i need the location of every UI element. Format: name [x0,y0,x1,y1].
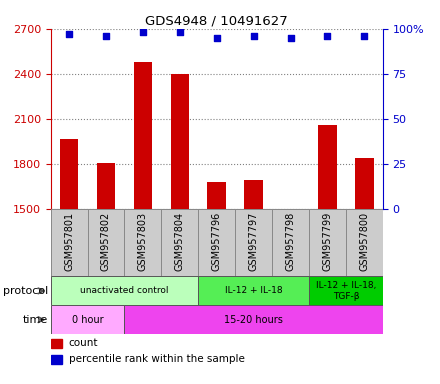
Text: IL-12 + IL-18: IL-12 + IL-18 [225,286,282,295]
Point [361,33,368,39]
Bar [125,305,383,334]
Point [139,29,147,35]
Bar [60,139,78,209]
Text: GSM957799: GSM957799 [323,212,333,271]
Bar [355,158,374,209]
Bar [88,209,125,276]
Text: 0 hour: 0 hour [72,314,103,325]
Bar [235,209,272,276]
Point [103,33,110,39]
Bar [318,125,337,209]
Text: GSM957803: GSM957803 [138,212,148,271]
Bar [272,209,309,276]
Text: GSM957800: GSM957800 [359,212,369,271]
Bar [198,209,235,276]
Point [324,33,331,39]
Text: GSM957802: GSM957802 [101,212,111,271]
Bar [97,163,115,209]
Text: IL-12 + IL-18,
TGF-β: IL-12 + IL-18, TGF-β [316,281,376,301]
Bar [171,74,189,209]
Bar [51,339,62,348]
Text: GSM957796: GSM957796 [212,212,222,271]
Text: protocol: protocol [3,286,48,296]
Bar [161,209,198,276]
Bar [198,276,309,305]
Bar [51,209,88,276]
Bar [51,305,125,334]
Text: GSM957801: GSM957801 [64,212,74,271]
Bar [51,276,198,305]
Text: GSM957797: GSM957797 [249,212,259,271]
Text: GSM957798: GSM957798 [286,212,296,271]
Text: unactivated control: unactivated control [80,286,169,295]
Bar [134,62,152,209]
Bar [346,209,383,276]
Text: 15-20 hours: 15-20 hours [224,314,283,325]
Point [213,35,220,41]
Point [287,35,294,41]
Point [250,33,257,39]
Bar [244,180,263,209]
Bar [125,209,161,276]
Bar [309,276,383,305]
Point [176,29,183,35]
Bar [51,355,62,364]
Title: GDS4948 / 10491627: GDS4948 / 10491627 [145,15,288,28]
Text: percentile rank within the sample: percentile rank within the sample [69,354,245,364]
Point [66,31,73,37]
Bar [208,182,226,209]
Bar [309,209,346,276]
Text: GSM957804: GSM957804 [175,212,185,271]
Text: time: time [23,314,48,325]
Text: count: count [69,338,99,348]
